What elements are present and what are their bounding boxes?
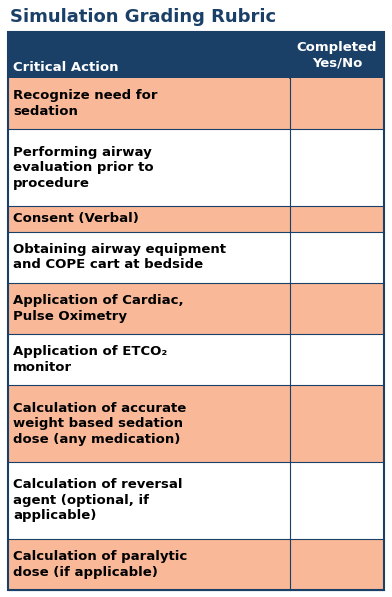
Bar xyxy=(290,462,384,539)
Text: Completed
Yes/No: Completed Yes/No xyxy=(297,41,377,69)
Text: Recognize need for
sedation: Recognize need for sedation xyxy=(13,90,158,118)
Bar xyxy=(8,129,290,206)
Text: Calculation of reversal
agent (optional, if
applicable): Calculation of reversal agent (optional,… xyxy=(13,478,183,522)
Bar xyxy=(290,129,384,206)
Text: Application of Cardiac,
Pulse Oximetry: Application of Cardiac, Pulse Oximetry xyxy=(13,294,183,322)
Bar xyxy=(8,539,290,590)
Bar xyxy=(8,385,290,462)
Bar xyxy=(8,206,290,232)
Bar xyxy=(290,283,384,334)
Bar xyxy=(290,385,384,462)
Text: Calculation of paralytic
dose (if applicable): Calculation of paralytic dose (if applic… xyxy=(13,550,187,578)
Text: Consent (Verbal): Consent (Verbal) xyxy=(13,213,139,225)
Bar xyxy=(8,283,290,334)
Bar xyxy=(8,462,290,539)
Text: Performing airway
evaluation prior to
procedure: Performing airway evaluation prior to pr… xyxy=(13,146,154,190)
Bar xyxy=(290,78,384,129)
Bar xyxy=(8,232,290,283)
Bar xyxy=(8,32,384,78)
Text: Obtaining airway equipment
and COPE cart at bedside: Obtaining airway equipment and COPE cart… xyxy=(13,243,226,272)
Bar xyxy=(290,539,384,590)
Bar xyxy=(8,78,290,129)
Text: Critical Action: Critical Action xyxy=(13,61,118,74)
Text: Simulation Grading Rubric: Simulation Grading Rubric xyxy=(10,8,276,26)
Bar xyxy=(290,334,384,385)
Text: Calculation of accurate
weight based sedation
dose (any medication): Calculation of accurate weight based sed… xyxy=(13,402,186,445)
Bar xyxy=(290,206,384,232)
Bar xyxy=(8,334,290,385)
Text: Application of ETCO₂
monitor: Application of ETCO₂ monitor xyxy=(13,345,167,374)
Bar xyxy=(290,232,384,283)
